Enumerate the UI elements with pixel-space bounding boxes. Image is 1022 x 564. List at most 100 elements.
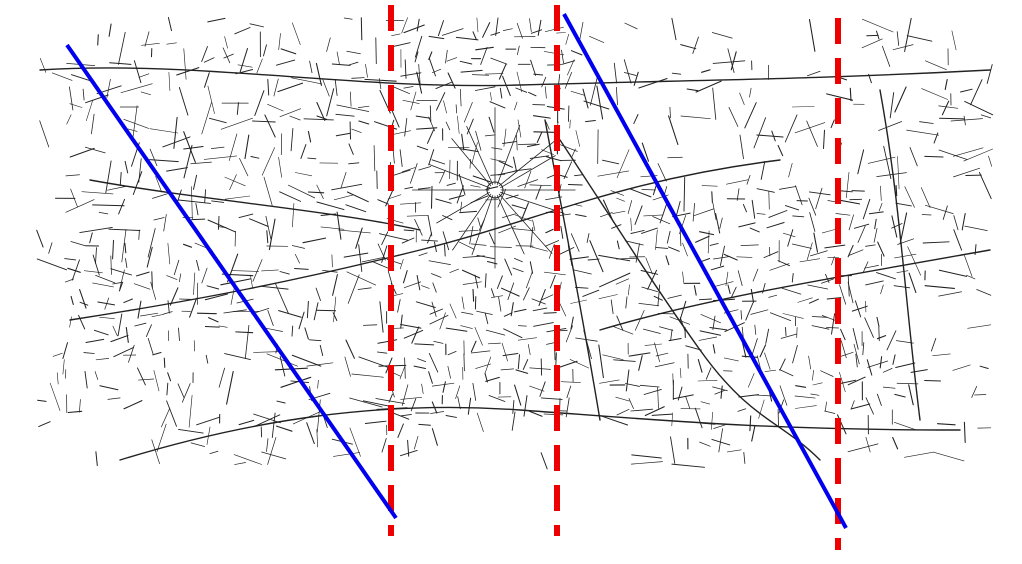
road-segment — [849, 87, 852, 102]
road-segment — [942, 205, 948, 220]
road-segment — [94, 371, 99, 380]
road-segment — [346, 50, 361, 55]
road-segment — [458, 173, 466, 196]
road-segment — [768, 190, 770, 210]
road-segment — [490, 57, 508, 65]
road-segment — [824, 410, 836, 414]
road-segment — [848, 249, 864, 256]
road-segment — [719, 217, 723, 229]
road-segment — [298, 311, 305, 330]
road-segment — [589, 35, 605, 43]
road-segment — [196, 312, 217, 315]
road-segment — [750, 288, 755, 303]
road-segment — [498, 193, 553, 254]
road-segment — [151, 439, 160, 465]
road-segment — [315, 287, 321, 301]
road-segment — [195, 203, 199, 216]
road-segment — [638, 78, 668, 89]
road-segment — [893, 421, 917, 431]
road-segment — [644, 343, 663, 346]
road-segment — [92, 282, 114, 288]
road-segment — [700, 314, 721, 324]
road-segment — [510, 302, 514, 317]
road-segment — [683, 176, 686, 212]
road-segment — [403, 229, 415, 232]
road-segment — [37, 399, 47, 402]
road-segment — [320, 226, 345, 230]
road-segment — [176, 67, 200, 76]
road-segment — [495, 17, 499, 36]
road-segment — [388, 393, 393, 403]
road-segment — [300, 144, 307, 159]
road-segment — [941, 100, 950, 116]
road-segment — [459, 241, 475, 250]
road-segment — [418, 64, 421, 86]
road-segment — [448, 194, 465, 200]
road-segment — [475, 46, 494, 51]
road-segment — [487, 342, 501, 345]
road-segment — [501, 342, 508, 362]
road-segment — [343, 252, 369, 258]
road-segment — [427, 232, 433, 244]
road-segment — [206, 285, 220, 290]
road-segment — [924, 285, 955, 289]
road-segment — [261, 451, 287, 460]
road-segment — [64, 258, 77, 261]
road-segment — [153, 370, 160, 392]
road-segment — [791, 273, 794, 283]
road-segment — [149, 128, 179, 134]
road-segment — [699, 330, 722, 336]
road-segment — [418, 423, 431, 426]
road-segment — [476, 17, 479, 33]
road-segment — [631, 454, 662, 459]
road-segment — [575, 130, 581, 147]
road-segment — [543, 413, 564, 416]
road-segment — [865, 244, 876, 247]
road-segment — [906, 129, 940, 136]
road-segment — [864, 265, 879, 269]
road-segment — [92, 254, 100, 276]
road-segment — [480, 46, 488, 65]
road-segment — [589, 240, 604, 273]
road-segment — [201, 46, 208, 62]
road-segment — [651, 413, 673, 416]
road-segment — [451, 138, 492, 187]
road-segment — [411, 326, 420, 344]
road-segment — [514, 168, 532, 172]
road-segment — [865, 280, 884, 286]
road-segment — [161, 407, 171, 428]
road-segment — [191, 186, 193, 220]
road-segment — [86, 99, 94, 121]
arterial-road — [599, 249, 991, 331]
road-segment — [709, 242, 719, 246]
road-segment — [416, 18, 420, 32]
road-segment — [692, 202, 695, 222]
road-segment — [673, 394, 694, 400]
road-segment — [808, 18, 816, 52]
road-segment — [514, 384, 522, 406]
road-segment — [906, 35, 933, 42]
road-segment — [723, 253, 738, 261]
road-segment — [613, 359, 636, 362]
road-segment — [463, 102, 473, 123]
road-segment — [416, 127, 438, 130]
road-segment — [574, 174, 584, 177]
road-segment — [810, 250, 828, 257]
road-segment — [627, 200, 633, 215]
road-segment — [414, 35, 423, 58]
road-segment — [112, 281, 124, 285]
road-segment — [449, 303, 457, 319]
road-segment — [699, 231, 715, 236]
road-segment — [120, 83, 153, 94]
road-segment — [89, 232, 93, 244]
road-segment — [333, 452, 361, 457]
road-segment — [460, 325, 473, 329]
road-segment — [808, 191, 831, 196]
road-segment — [727, 284, 731, 295]
road-segment — [526, 143, 540, 148]
road-segment — [138, 229, 140, 240]
road-segment — [278, 156, 283, 178]
road-segment — [938, 291, 962, 297]
road-segment — [939, 117, 965, 120]
